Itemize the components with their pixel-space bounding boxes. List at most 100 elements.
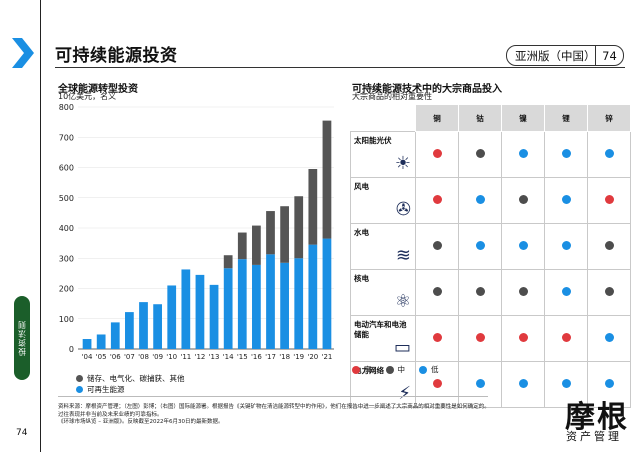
- bar-other: [266, 211, 275, 255]
- row-label-text: 太阳能光伏: [354, 136, 392, 145]
- importance-dot-high: [604, 195, 614, 204]
- matrix-cell: [415, 177, 459, 224]
- atom-icon: ⚛: [394, 291, 411, 312]
- column-header: 锌: [587, 104, 631, 132]
- commodity-matrix: 铜钴镍锂锌 太阳能光伏 ☀ 风电 ✇ 水电 ≋ 核电 ⚛ 电动汽车和电池储能 ▭ 电力网络 ⚡: [350, 104, 631, 408]
- chart-title: 全球能源转型投资: [58, 84, 138, 95]
- footnotes: 资料来源：摩根资产管理；（左图）彭博；（右图）国际能源署。根据报告《关键矿物在清…: [58, 404, 528, 427]
- bar-renewable: [322, 238, 332, 349]
- x-tick-label: '07: [124, 353, 135, 361]
- importance-dot-low: [604, 379, 614, 388]
- table-row: 电动汽车和电池储能 ▭: [350, 315, 631, 362]
- legend-item-renewable: 可再生能源: [76, 384, 125, 395]
- matrix-cell: [587, 177, 631, 224]
- bar-renewable: [82, 339, 92, 349]
- matrix-cell: [587, 269, 631, 316]
- bar-renewable: [209, 284, 219, 349]
- importance-dot-mid: [604, 241, 614, 250]
- wind-turbine-icon: ✇: [395, 199, 411, 220]
- matrix-cell: [544, 131, 588, 178]
- legend-item-other: 储存、电气化、碳捕获、其他: [76, 373, 185, 384]
- importance-dot-low: [475, 241, 485, 250]
- bar-renewable: [167, 285, 177, 349]
- row-label-text: 电动汽车和电池储能: [354, 320, 407, 339]
- matrix-cell: [544, 361, 588, 408]
- matrix-cell: [415, 223, 459, 270]
- table-title: 可持续能源技术中的大宗商品投入: [352, 84, 502, 95]
- table-row: 水电 ≋: [350, 223, 631, 270]
- section-tab[interactable]: 投资法则: [14, 296, 30, 380]
- row-label-text: 水电: [354, 228, 369, 237]
- matrix-cell: [501, 131, 545, 178]
- row-label: 电动汽车和电池储能 ▭: [350, 315, 416, 362]
- bar-other: [223, 255, 233, 269]
- matrix-cell: [544, 315, 588, 362]
- footnote-disclaimer: 过往表现并非当前及未来业绩的可靠指标。: [58, 411, 163, 418]
- matrix-cell: [501, 361, 545, 408]
- chart-subtitle: 10亿美元，名义: [58, 92, 117, 101]
- matrix-cell: [458, 315, 502, 362]
- matrix-cell: [415, 131, 459, 178]
- brand-logo: 摩根: [565, 400, 629, 435]
- legend-label-renewable: 可再生能源: [87, 385, 125, 394]
- matrix-legend-swatch: [385, 365, 394, 374]
- importance-dot-high: [475, 333, 485, 342]
- y-tick-label: 700: [59, 133, 74, 142]
- x-tick-label: '11: [180, 353, 191, 361]
- bar-other: [237, 232, 247, 260]
- matrix-legend: 高中低: [352, 364, 439, 375]
- x-tick-label: '12: [195, 353, 206, 361]
- battery-icon: ▭: [393, 337, 411, 358]
- x-tick-label: '16: [251, 353, 262, 361]
- matrix-legend-item: 高: [352, 364, 372, 375]
- matrix-cell: [458, 223, 502, 270]
- importance-dot-mid: [604, 287, 614, 296]
- row-label: 核电 ⚛: [350, 269, 416, 316]
- bar-renewable: [252, 264, 261, 349]
- y-tick-label: 500: [59, 194, 74, 203]
- matrix-cell: [458, 131, 502, 178]
- matrix-legend-item: 低: [419, 364, 439, 375]
- matrix-legend-swatch: [352, 365, 360, 374]
- bar-renewable: [280, 262, 289, 349]
- table-subtitle: 大宗商品的相对重要性: [352, 92, 432, 101]
- importance-dot-low: [475, 195, 485, 204]
- matrix-cell: [501, 177, 545, 224]
- row-label-text: 核电: [354, 274, 369, 283]
- matrix-cell: [458, 177, 502, 224]
- solar-panel-icon: ☀: [394, 153, 411, 174]
- importance-dot-mid: [475, 287, 485, 296]
- matrix-cell: [544, 177, 588, 224]
- y-tick-label: 600: [59, 164, 74, 173]
- bar-other: [280, 206, 289, 263]
- bar-renewable: [266, 254, 275, 349]
- x-tick-label: '05: [96, 353, 107, 361]
- footer-divider: [58, 396, 488, 397]
- bar-renewable: [308, 244, 318, 349]
- x-tick-label: '13: [209, 353, 220, 361]
- row-label: 风电 ✇: [350, 177, 416, 224]
- importance-dot-high: [561, 333, 571, 342]
- row-label: 电力网络 ⚡: [350, 361, 416, 408]
- left-margin-rule: [40, 0, 41, 452]
- row-label-text: 风电: [354, 182, 369, 191]
- column-header: 钴: [458, 104, 502, 132]
- investment-bar-chart: 0 100 200 300 400 500 600 700 800 '04'05'06'07'08…: [59, 103, 334, 361]
- matrix-cell: [415, 315, 459, 362]
- importance-dot-low: [561, 149, 571, 158]
- column-header: 镍: [501, 104, 545, 132]
- region-badge: 亚洲版（中国） 74: [506, 45, 624, 66]
- importance-dot-high: [432, 195, 442, 204]
- chevron-right-icon: [12, 38, 34, 68]
- y-tick-label: 300: [59, 254, 74, 263]
- importance-dot-mid: [432, 287, 442, 296]
- importance-dot-low: [561, 195, 571, 204]
- row-label: 水电 ≋: [350, 223, 416, 270]
- bar-renewable: [237, 259, 247, 349]
- x-tick-label: '10: [166, 353, 177, 361]
- matrix-legend-label: 中: [397, 365, 406, 374]
- bar-renewable: [125, 312, 134, 349]
- bar-other: [252, 225, 261, 265]
- y-tick-label: 0: [69, 345, 74, 354]
- legend-label-other: 储存、电气化、碳捕获、其他: [87, 374, 185, 383]
